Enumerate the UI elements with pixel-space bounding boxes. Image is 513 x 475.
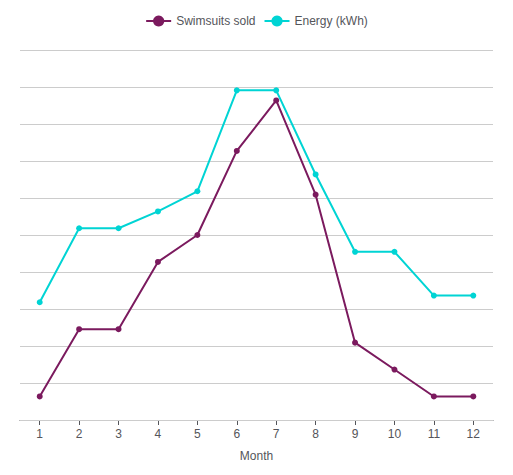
svg-text:4: 4	[155, 427, 162, 441]
svg-text:12: 12	[467, 427, 481, 441]
svg-text:Energy (kWh): Energy (kWh)	[295, 14, 368, 28]
svg-text:3: 3	[115, 427, 122, 441]
svg-text:1: 1	[36, 427, 43, 441]
svg-text:11: 11	[428, 427, 441, 441]
svg-text:6: 6	[233, 427, 240, 441]
svg-text:10: 10	[388, 427, 402, 441]
svg-text:8: 8	[312, 427, 319, 441]
svg-text:9: 9	[352, 427, 359, 441]
svg-text:Swimsuits sold: Swimsuits sold	[176, 14, 255, 28]
svg-text:2: 2	[76, 427, 83, 441]
svg-text:5: 5	[194, 427, 201, 441]
svg-text:7: 7	[273, 427, 280, 441]
svg-text:Month: Month	[240, 449, 273, 463]
